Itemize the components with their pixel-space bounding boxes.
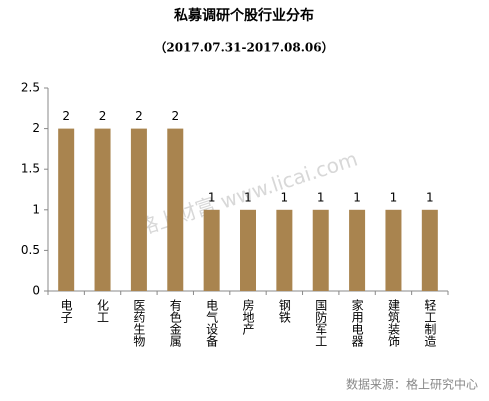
value-label: 2	[62, 109, 70, 123]
x-tick-label: 钢铁	[277, 299, 291, 323]
y-tick-label: 1	[32, 202, 40, 216]
value-label: 1	[244, 190, 252, 204]
value-label: 1	[353, 190, 361, 204]
bar	[276, 209, 293, 291]
y-tick-label: 2	[32, 121, 40, 135]
y-tick-label: 1.5	[21, 162, 40, 176]
value-label: 1	[317, 190, 325, 204]
chart-title: 私募调研个股行业分布	[174, 7, 314, 24]
source-note: 数据来源：格上研究中心	[346, 377, 478, 392]
bar	[240, 209, 256, 291]
bar	[130, 128, 147, 291]
value-label: 1	[208, 190, 216, 204]
bar	[203, 209, 220, 291]
x-tick-label: 家用电器	[350, 298, 364, 348]
value-label: 2	[135, 109, 143, 123]
x-tick-label: 房地产	[241, 298, 255, 336]
y-tick-label: 2.5	[21, 81, 40, 95]
x-tick-label: 医药生物	[132, 299, 146, 347]
y-tick-label: 0.5	[21, 243, 40, 257]
value-label: 1	[390, 190, 398, 204]
bar	[58, 128, 75, 291]
x-tick-label: 国防军工	[314, 299, 328, 347]
bar	[94, 128, 111, 291]
bar	[312, 209, 329, 291]
value-label: 2	[171, 109, 179, 123]
bar	[167, 128, 184, 291]
value-label: 2	[99, 109, 107, 123]
y-tick-label: 0	[32, 284, 40, 298]
x-tick-label: 化工	[96, 299, 110, 323]
bar	[385, 209, 402, 291]
bar	[421, 209, 438, 291]
x-tick-label: 电子	[59, 299, 73, 323]
value-label: 1	[426, 190, 434, 204]
bar	[349, 209, 366, 291]
x-tick-label: 电气设备	[205, 299, 219, 348]
value-label: 1	[281, 190, 289, 204]
chart-subtitle: （2017.07.31-2017.08.06）	[154, 40, 333, 55]
x-tick-label: 建筑装饰	[386, 299, 400, 347]
x-tick-label: 有色金属	[168, 299, 182, 348]
x-tick-label: 轻工制造	[423, 299, 437, 347]
